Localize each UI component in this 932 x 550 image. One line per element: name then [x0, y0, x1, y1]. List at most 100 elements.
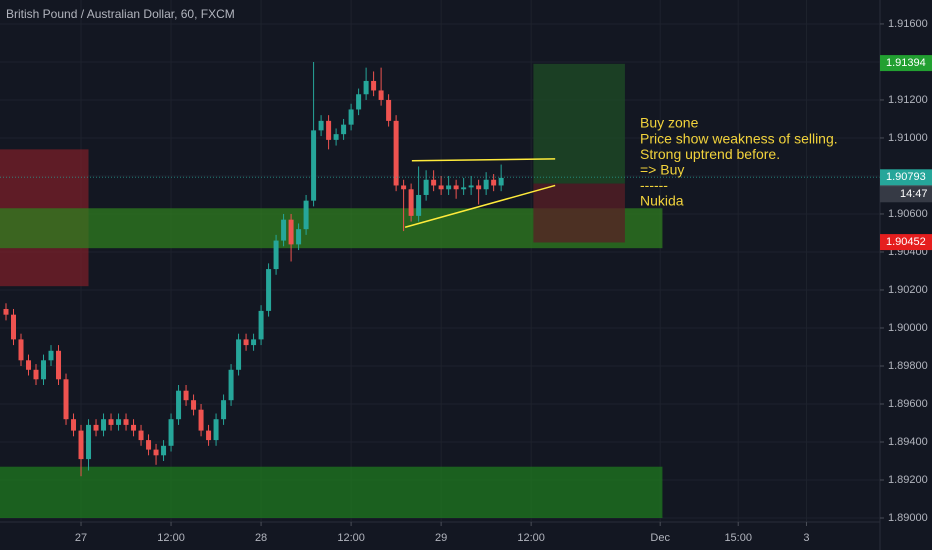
candle-body [378, 90, 384, 100]
candle-body [206, 430, 212, 441]
candle-body [333, 134, 339, 140]
candle-body [423, 179, 429, 195]
candle-body [86, 424, 92, 460]
candle-body [446, 185, 452, 190]
candle-body [221, 400, 227, 420]
annotation-text: Buy zone [640, 115, 699, 131]
zones [0, 63, 663, 519]
candle-body [416, 194, 422, 216]
candle-body [326, 120, 332, 140]
candle-body [438, 185, 444, 190]
candle-body [348, 109, 354, 125]
annotation-text: => Buy [640, 162, 684, 178]
y-tick-label: 1.90000 [888, 322, 928, 334]
candle-body [356, 94, 362, 110]
candle-body [191, 400, 197, 410]
candle-body [281, 219, 287, 241]
candle-body [303, 200, 309, 230]
annotation-text: Nukida [640, 193, 684, 209]
candle-body [266, 269, 272, 311]
candle-body [311, 130, 317, 201]
x-tick-label: Dec [650, 532, 670, 544]
x-tick-label: 3 [803, 532, 809, 544]
y-tick-label: 1.89600 [888, 398, 928, 410]
price-label: 1.90793 [886, 171, 926, 183]
y-tick-label: 1.91000 [888, 132, 928, 144]
candles [3, 61, 504, 477]
price-label: 1.90452 [886, 236, 926, 248]
candle-body [63, 379, 69, 420]
y-tick-label: 1.91200 [888, 94, 928, 106]
candle-body [101, 419, 107, 431]
countdown: 14:47 [900, 188, 928, 200]
candle-body [116, 419, 122, 425]
candle-body [26, 360, 32, 370]
x-tick-label: 12:00 [337, 532, 365, 544]
chart-title: British Pound / Australian Dollar, 60, F… [6, 7, 235, 21]
candle-body [318, 120, 324, 131]
candle-body [56, 350, 62, 380]
y-tick-label: 1.91600 [888, 18, 928, 30]
candle-body [393, 120, 399, 186]
x-tick-label: 29 [435, 532, 447, 544]
candle-body [146, 440, 152, 450]
trend-line [411, 158, 556, 162]
candle-body [296, 229, 302, 245]
candle-body [161, 445, 167, 456]
x-tick-label: 12:00 [157, 532, 185, 544]
candle-body [243, 339, 249, 346]
annotation-text: Price show weakness of selling. [640, 130, 838, 146]
candle-body [33, 369, 39, 380]
y-tick-label: 1.89200 [888, 474, 928, 486]
candle-body [41, 360, 47, 380]
candle-body [11, 314, 17, 340]
x-tick-label: 15:00 [724, 532, 752, 544]
candle-body [153, 449, 159, 456]
candle-body [71, 419, 77, 431]
zone [0, 466, 663, 519]
candle-body [18, 339, 24, 361]
countdown-box [880, 186, 932, 203]
zone [533, 183, 625, 243]
candle-body [371, 80, 377, 91]
candle-body [183, 390, 189, 401]
candle-body [48, 350, 54, 361]
x-tick-label: 12:00 [517, 532, 545, 544]
annotation-text: ------ [640, 177, 668, 193]
y-tick-label: 1.90200 [888, 284, 928, 296]
y-tick-label: 1.89000 [888, 512, 928, 524]
candle-body [228, 369, 234, 401]
price-label: 1.91394 [886, 57, 926, 69]
candle-body [408, 189, 414, 216]
candle-body [131, 424, 137, 431]
candle-body [483, 179, 489, 190]
candle-body [341, 124, 347, 135]
y-tick-label: 1.89800 [888, 360, 928, 372]
candle-body [401, 185, 407, 190]
y-tick-label: 1.90600 [888, 208, 928, 220]
candle-body [476, 185, 482, 190]
candle-body [123, 419, 129, 425]
candle-body [176, 390, 182, 420]
candle-body [251, 339, 257, 346]
y-tick-label: 1.89400 [888, 436, 928, 448]
price-label-box [880, 234, 932, 251]
price-label-box [880, 55, 932, 72]
candle-body [273, 240, 279, 270]
x-tick-label: 28 [255, 532, 267, 544]
annotation-text: Strong uptrend before. [640, 146, 780, 162]
candle-body [258, 310, 264, 340]
candle-body [498, 177, 504, 186]
candle-body [108, 419, 114, 425]
candle-body [78, 430, 84, 460]
candle-body [491, 179, 497, 186]
candle-body [93, 424, 99, 431]
candle-body [198, 409, 204, 431]
zone [533, 63, 625, 184]
candle-body [213, 419, 219, 441]
price-label-box [880, 169, 932, 186]
candle-body [3, 308, 9, 315]
